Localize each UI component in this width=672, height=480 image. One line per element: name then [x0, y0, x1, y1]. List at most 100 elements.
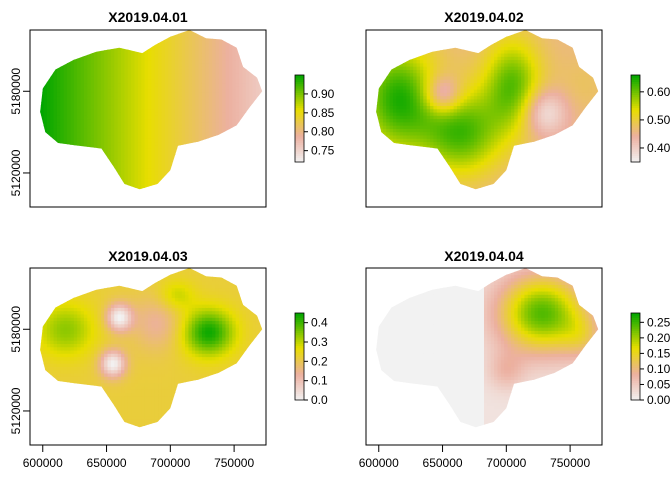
- raster-cell: [389, 105, 394, 110]
- raster-cell: [253, 191, 257, 195]
- raster-cell: [426, 102, 431, 106]
- raster-cell: [399, 170, 404, 175]
- raster-cell: [87, 154, 92, 159]
- raster-cell: [83, 36, 88, 41]
- raster-cell: [399, 36, 404, 41]
- raster-cell: [376, 82, 381, 87]
- raster-cell: [433, 95, 438, 100]
- raster-cell: [426, 43, 431, 47]
- raster-cell: [43, 85, 48, 90]
- raster-cell: [148, 33, 152, 38]
- raster-cell: [154, 131, 159, 136]
- raster-cell: [70, 69, 75, 74]
- raster-cell: [392, 49, 397, 54]
- raster-cell: [235, 111, 240, 116]
- legend-swatch: [295, 135, 304, 139]
- raster-cell: [127, 82, 132, 87]
- raster-cell: [178, 46, 183, 51]
- raster-cell: [222, 39, 227, 44]
- raster-cell: [239, 49, 243, 54]
- raster-cell: [90, 131, 95, 136]
- raster-cell: [259, 62, 263, 67]
- raster-cell: [174, 75, 179, 80]
- raster-cell: [208, 125, 213, 129]
- raster-cell: [80, 187, 85, 190]
- raster-cell: [416, 157, 421, 162]
- raster-cell: [201, 180, 206, 185]
- raster-cell: [416, 187, 421, 190]
- raster-cell: [406, 33, 411, 38]
- raster-cell: [235, 180, 240, 185]
- raster-cell: [30, 155, 34, 159]
- raster-cell: [430, 200, 434, 204]
- raster-cell: [205, 59, 210, 64]
- raster-cell: [255, 138, 260, 143]
- raster-cell: [77, 69, 82, 74]
- raster-cell: [212, 194, 216, 198]
- raster-cell: [382, 148, 387, 152]
- raster-cell: [235, 46, 240, 51]
- raster-cell: [403, 85, 408, 90]
- raster-cell: [164, 170, 169, 175]
- raster-cell: [386, 118, 391, 123]
- raster-cell: [255, 39, 260, 44]
- raster-cell: [60, 151, 65, 156]
- raster-cell: [249, 184, 254, 188]
- raster-cell: [114, 66, 119, 70]
- raster-cell: [30, 197, 34, 201]
- raster-cell: [164, 115, 169, 120]
- raster-cell: [148, 121, 152, 126]
- raster-cell: [144, 89, 149, 93]
- raster-cell: [90, 128, 95, 133]
- raster-cell: [60, 174, 65, 179]
- raster-cell: [235, 105, 240, 110]
- raster-cell: [80, 111, 85, 116]
- raster-cell: [406, 148, 411, 152]
- raster-cell: [100, 102, 105, 106]
- raster-cell: [409, 164, 414, 169]
- raster-cell: [255, 72, 260, 77]
- raster-cell: [228, 33, 233, 38]
- raster-cell: [259, 66, 263, 70]
- raster-cell: [188, 62, 193, 67]
- raster-cell: [208, 108, 213, 113]
- raster-cell: [205, 75, 210, 80]
- raster-cell: [40, 197, 44, 201]
- raster-cell: [406, 180, 411, 185]
- raster-cell: [419, 161, 424, 165]
- raster-cell: [416, 125, 421, 129]
- raster-cell: [382, 108, 387, 113]
- raster-cell: [212, 52, 217, 57]
- raster-cell: [97, 56, 102, 61]
- raster-cell: [30, 30, 34, 34]
- raster-cell: [195, 46, 200, 51]
- raster-cell: [245, 187, 250, 190]
- raster-cell: [171, 105, 176, 110]
- raster-cell: [245, 66, 250, 70]
- raster-cell: [232, 118, 237, 123]
- raster-cell: [33, 141, 37, 145]
- raster-cell: [70, 138, 75, 143]
- raster-cell: [50, 82, 55, 87]
- raster-cell: [208, 141, 213, 146]
- raster-cell: [201, 33, 206, 38]
- raster-cell: [60, 141, 65, 146]
- raster-cell: [242, 187, 247, 190]
- raster-cell: [433, 69, 438, 74]
- raster-cell: [110, 75, 115, 80]
- raster-cell: [161, 72, 166, 77]
- raster-cell: [127, 43, 132, 47]
- raster-cell: [245, 161, 250, 165]
- raster-cell: [396, 164, 401, 169]
- raster-cell: [242, 151, 247, 156]
- raster-cell: [127, 144, 132, 149]
- raster-cell: [127, 72, 132, 77]
- raster-cell: [228, 36, 233, 41]
- raster-cell: [392, 105, 397, 110]
- raster-cell: [222, 138, 227, 143]
- raster-cell: [252, 157, 257, 162]
- raster-cell: [131, 62, 136, 67]
- raster-cell: [50, 134, 55, 139]
- raster-cell: [225, 98, 230, 103]
- raster-cell: [406, 151, 411, 156]
